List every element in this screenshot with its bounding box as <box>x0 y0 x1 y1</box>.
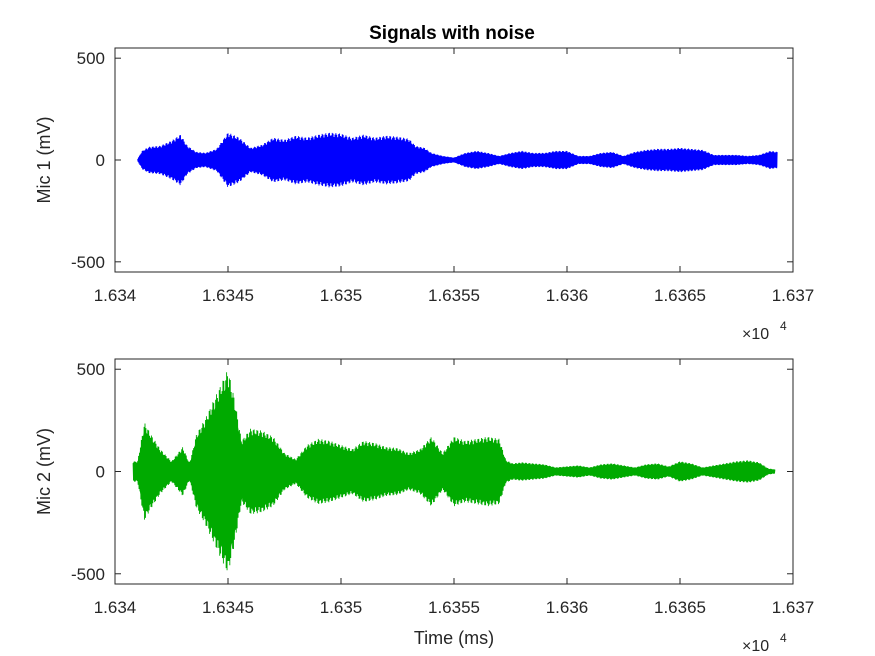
x-exponent-base: ×10 <box>742 326 769 343</box>
y-tick-label: -500 <box>71 565 105 584</box>
x-exponent-power: 4 <box>780 319 787 333</box>
x-tick-label: 1.637 <box>772 598 815 617</box>
x-tick-label: 1.6345 <box>202 286 254 305</box>
y-tick-label: 500 <box>77 360 105 379</box>
ylabel-mic1: Mic 1 (mV) <box>34 117 54 204</box>
signal-envelope <box>133 386 775 557</box>
series-mic2 <box>132 372 776 571</box>
chart-title: Signals with noise <box>369 23 535 44</box>
x-tick-label: 1.636 <box>546 286 589 305</box>
y-tick-label: -500 <box>71 253 105 272</box>
x-tick-label: 1.6365 <box>654 286 706 305</box>
x-tick-label: 1.635 <box>320 598 363 617</box>
y-tick-label: 500 <box>77 49 105 68</box>
ticks-mic2: 1.634 1.6345 1.635 1.6355 1.636 1.6365 1.637 -5… <box>71 359 814 617</box>
plot-mic1: 1.634 1.6345 1.635 1.6355 1.636 1.6365 1.637 -5… <box>34 47 814 343</box>
x-exponent-mic1: ×10 4 <box>742 319 787 343</box>
x-exponent-mic2: ×10 4 <box>742 631 787 655</box>
x-tick-label: 1.6365 <box>654 598 706 617</box>
x-tick-label: 1.6355 <box>428 598 480 617</box>
x-tick-label: 1.6345 <box>202 598 254 617</box>
x-tick-label: 1.637 <box>772 286 815 305</box>
plot-mic2: 1.634 1.6345 1.635 1.6355 1.636 1.6365 1.637 -5… <box>34 358 814 655</box>
x-tick-label: 1.634 <box>94 286 137 305</box>
y-tick-label: 0 <box>96 463 105 482</box>
xlabel-mic2: Time (ms) <box>414 628 494 648</box>
x-tick-label: 1.634 <box>94 598 137 617</box>
x-tick-label: 1.6355 <box>428 286 480 305</box>
x-exponent-power: 4 <box>780 631 787 645</box>
ylabel-mic2: Mic 2 (mV) <box>34 428 54 515</box>
ticks-mic1: 1.634 1.6345 1.635 1.6355 1.636 1.6365 1.637 -5… <box>71 48 814 305</box>
x-tick-label: 1.635 <box>320 286 363 305</box>
series-mic1 <box>137 132 778 188</box>
signal-envelope <box>137 136 778 184</box>
x-exponent-base: ×10 <box>742 638 769 655</box>
x-tick-label: 1.636 <box>546 598 589 617</box>
y-tick-label: 0 <box>96 151 105 170</box>
